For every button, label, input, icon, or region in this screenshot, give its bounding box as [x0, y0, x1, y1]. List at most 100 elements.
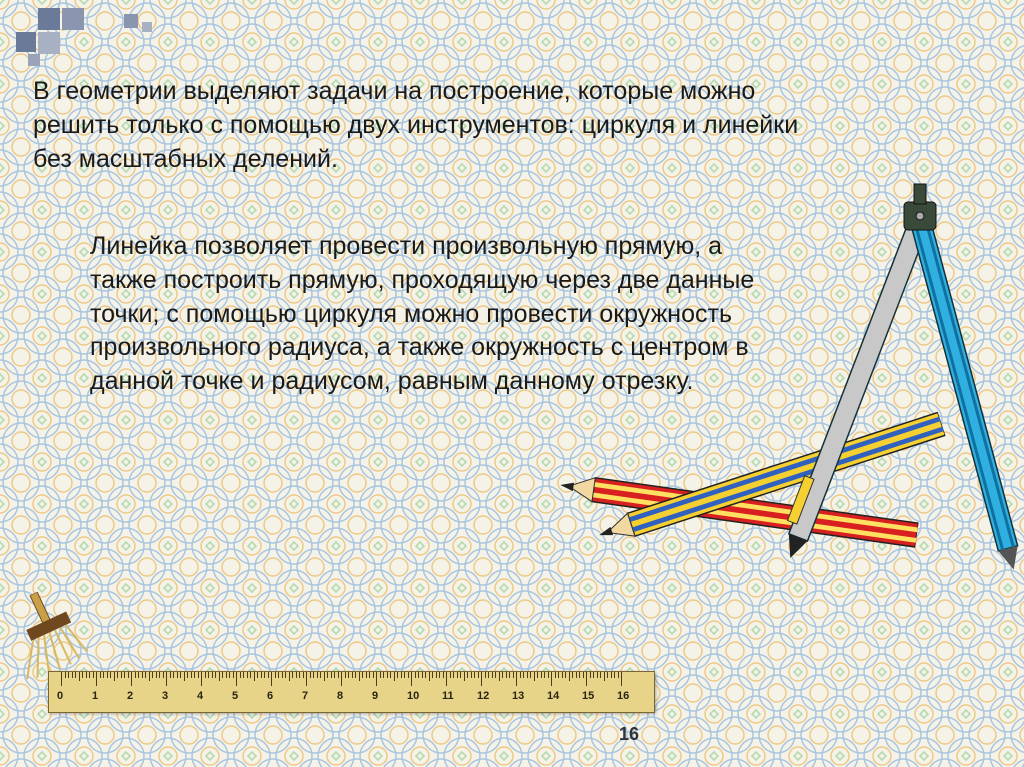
ruler-tick	[177, 672, 178, 678]
ruler-tick	[611, 672, 612, 678]
ruler-tick	[187, 672, 188, 678]
ruler-tick	[373, 672, 374, 678]
ruler-tick	[401, 672, 402, 678]
ruler-tick	[607, 672, 608, 678]
ruler: 012345678910111213141516	[48, 671, 655, 713]
ruler-tick	[289, 672, 290, 681]
ruler-tick	[513, 672, 514, 678]
ruler-number: 2	[127, 690, 133, 702]
ruler-tick	[369, 672, 370, 678]
ruler-tick	[366, 672, 367, 678]
decorative-square	[62, 8, 84, 30]
ruler-tick	[558, 672, 559, 678]
ruler-tick	[425, 672, 426, 678]
ruler-tick	[296, 672, 297, 678]
ruler-tick	[103, 672, 104, 678]
ruler-tick	[618, 672, 619, 678]
ruler-tick	[492, 672, 493, 678]
ruler-number: 15	[582, 690, 594, 702]
ruler-tick	[474, 672, 475, 678]
ruler-tick	[597, 672, 598, 678]
ruler-tick	[555, 672, 556, 678]
ruler-tick	[142, 672, 143, 678]
ruler-tick	[96, 672, 97, 686]
ruler-tick	[68, 672, 69, 678]
ruler-tick	[292, 672, 293, 678]
ruler-tick	[331, 672, 332, 678]
ruler-tick	[551, 672, 552, 686]
ruler-tick	[590, 672, 591, 678]
ruler-tick	[467, 672, 468, 678]
ruler-tick	[317, 672, 318, 678]
ruler-tick	[261, 672, 262, 678]
ruler-tick	[226, 672, 227, 678]
ruler-tick	[583, 672, 584, 678]
ruler-tick	[509, 672, 510, 678]
ruler-tick	[320, 672, 321, 678]
ruler-tick	[75, 672, 76, 678]
ruler-tick	[390, 672, 391, 678]
ruler-tick	[107, 672, 108, 678]
ruler-tick	[257, 672, 258, 678]
ruler-tick	[408, 672, 409, 678]
ruler-tick	[429, 672, 430, 681]
ruler-tick	[495, 672, 496, 678]
ruler-tick	[306, 672, 307, 686]
ruler-tick	[135, 672, 136, 678]
ruler-tick	[149, 672, 150, 681]
ruler-number: 12	[477, 690, 489, 702]
ruler-tick	[275, 672, 276, 678]
ruler-tick	[586, 672, 587, 686]
ruler-tick	[201, 672, 202, 686]
compass	[770, 180, 1024, 585]
ruler-tick	[422, 672, 423, 678]
ruler-tick	[121, 672, 122, 678]
ruler-tick	[593, 672, 594, 678]
ruler-tick	[61, 672, 62, 686]
ruler-number: 1	[92, 690, 98, 702]
ruler-tick	[184, 672, 185, 681]
decorative-square	[38, 32, 60, 54]
ruler-tick	[100, 672, 101, 678]
ruler-tick	[404, 672, 405, 678]
decorative-square	[124, 14, 138, 28]
ruler-tick	[537, 672, 538, 678]
ruler-tick	[418, 672, 419, 678]
ruler-tick	[152, 672, 153, 678]
ruler-number: 3	[162, 690, 168, 702]
ruler-tick	[219, 672, 220, 681]
ruler-tick	[247, 672, 248, 678]
ruler-tick	[212, 672, 213, 678]
ruler-tick	[499, 672, 500, 681]
ruler-tick	[572, 672, 573, 678]
ruler-tick	[397, 672, 398, 678]
ruler-tick	[198, 672, 199, 678]
ruler-tick	[485, 672, 486, 678]
ruler-tick	[156, 672, 157, 678]
ruler-tick	[86, 672, 87, 678]
ruler-tick	[338, 672, 339, 678]
ruler-tick	[527, 672, 528, 678]
ruler-tick	[79, 672, 80, 681]
ruler-number: 10	[407, 690, 419, 702]
ruler-tick	[303, 672, 304, 678]
decorative-square	[28, 54, 40, 66]
ruler-tick	[481, 672, 482, 686]
ruler-tick	[621, 672, 622, 686]
ruler-number: 16	[617, 690, 629, 702]
ruler-number: 9	[372, 690, 378, 702]
ruler-tick	[516, 672, 517, 686]
ruler-tick	[604, 672, 605, 681]
ruler-tick	[72, 672, 73, 678]
ruler-number: 8	[337, 690, 343, 702]
ruler-tick	[600, 672, 601, 678]
ruler-tick	[348, 672, 349, 678]
ruler-tick	[579, 672, 580, 678]
ruler-tick	[324, 672, 325, 681]
ruler-number: 11	[442, 690, 454, 702]
ruler-tick	[523, 672, 524, 678]
ruler-tick	[173, 672, 174, 678]
ruler-tick	[163, 672, 164, 678]
ruler-tick	[345, 672, 346, 678]
ruler-tick	[439, 672, 440, 678]
